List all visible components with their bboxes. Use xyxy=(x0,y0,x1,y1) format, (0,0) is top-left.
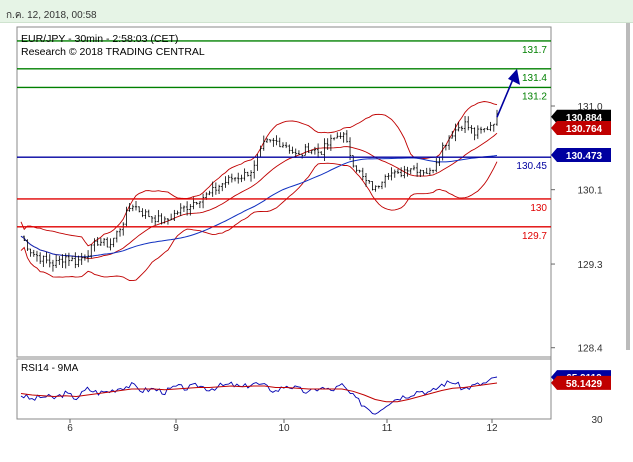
timestamp: ก.ค. 12, 2018, 00:58 xyxy=(6,10,97,21)
moving-average-line xyxy=(20,155,498,258)
support-label: 130 xyxy=(530,203,547,214)
rsi-title: RSI14 - 9MA xyxy=(21,363,79,374)
moving-average-tag xyxy=(551,148,611,163)
bollinger-mid-line xyxy=(20,132,498,260)
candles xyxy=(22,109,499,272)
bollinger-mid-tag-label: 130.764 xyxy=(566,124,603,135)
bollinger-lower-line xyxy=(20,161,498,282)
y-axis-tick-label: 129.3 xyxy=(577,260,602,271)
projection-arrow-head xyxy=(508,68,520,85)
rsi-line xyxy=(20,376,498,415)
bollinger-mid-tag xyxy=(551,120,611,135)
projection-arrow-line xyxy=(496,76,515,118)
x-axis-tick-label: 9 xyxy=(173,423,179,434)
chart-subtitle: Research © 2018 TRADING CENTRAL xyxy=(21,46,205,58)
y-axis-tick-label: 130.1 xyxy=(577,186,602,197)
rsi-panel-frame xyxy=(16,358,552,420)
rsi-ma-line xyxy=(20,382,498,403)
rsi-y-tick-label: 30 xyxy=(591,415,603,426)
key-levels: 131.7 131.4 131.2 130.45 130 129.7 xyxy=(17,40,551,242)
rsi-ma-value-tag-label: 58.1429 xyxy=(566,379,603,390)
x-axis-tick-label: 12 xyxy=(486,423,498,434)
resistance-label: 131.7 xyxy=(522,45,547,56)
x-axis-tick-label: 11 xyxy=(382,423,393,434)
resistance-label: 131.2 xyxy=(522,91,547,102)
moving-average-tag-label: 130.473 xyxy=(566,151,603,162)
last-price-tag xyxy=(551,109,611,124)
rsi-layer: 3065.911958.1429 xyxy=(20,370,611,426)
pivot-label: 130.45 xyxy=(516,161,547,172)
resistance-label: 131.4 xyxy=(522,73,547,84)
y-axis-tick-label: 131.0 xyxy=(577,102,602,113)
moving-average-layer xyxy=(20,155,498,258)
top-bar: ก.ค. 12, 2018, 00:58 xyxy=(0,0,633,23)
last-price-tag-label: 130.884 xyxy=(566,113,603,124)
price-panel-frame xyxy=(16,26,552,358)
x-axis-tick-label: 10 xyxy=(278,423,290,434)
rsi-ma-value-tag xyxy=(551,375,611,390)
support-label: 129.7 xyxy=(522,231,547,242)
y-axis-tick-label: 128.4 xyxy=(577,344,602,355)
x-axis-tick-label: 6 xyxy=(67,423,73,434)
chart-title: EUR/JPY - 30min - 2:58:03 (CET) xyxy=(21,33,178,45)
